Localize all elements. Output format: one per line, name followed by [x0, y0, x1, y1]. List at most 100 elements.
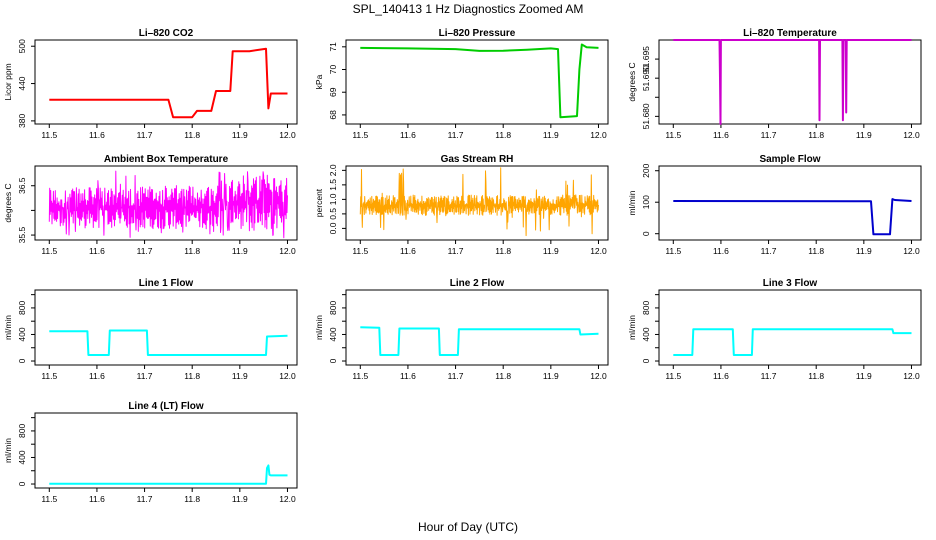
y-tick-label: 800: [641, 301, 651, 315]
y-tick-label: 100: [641, 195, 651, 209]
y-tick-label: 36.5: [17, 177, 27, 194]
x-tick-label: 11.6: [713, 371, 729, 381]
x-tick-label: 11.8: [495, 246, 511, 256]
y-tick-label: 1.5: [328, 179, 338, 191]
x-tick-label: 12.0: [903, 246, 920, 256]
x-tick-label: 11.9: [232, 494, 248, 504]
x-tick-label: 11.7: [137, 371, 153, 381]
x-tick-label: 12.0: [279, 494, 296, 504]
data-series-line: [49, 47, 288, 119]
panel-7: Line 1 Flow ml/min 0 400 800 11.5 11.6 11.7 11.8…: [3, 278, 298, 381]
y-tick-label: 0.0: [328, 222, 338, 234]
panel-title: Gas Stream RH: [441, 154, 514, 165]
figure-xlabel: Hour of Day (UTC): [418, 520, 518, 534]
plot-frame: [34, 412, 298, 489]
y-tick-label: 800: [328, 301, 338, 315]
x-tick-label: 11.9: [543, 371, 559, 381]
x-tick-label: 11.7: [448, 246, 464, 256]
y-tick-label: 200: [641, 163, 651, 177]
y-tick-label: 800: [17, 424, 27, 438]
x-tick-label: 11.6: [400, 246, 416, 256]
y-tick-label: 0: [17, 481, 27, 486]
figure-title: SPL_140413 1 Hz Diagnostics Zoomed AM: [353, 2, 584, 16]
panel-10: Line 4 (LT) Flow ml/min 0 400 800 11.5 11.6 11.…: [3, 401, 298, 504]
x-tick-label: 12.0: [279, 371, 296, 381]
x-tick-label: 11.6: [89, 371, 105, 381]
y-tick-label: 51.695: [641, 46, 651, 72]
x-tick-label: 11.7: [448, 371, 464, 381]
x-tick-label: 11.8: [184, 246, 200, 256]
panel-title: Li–820 Pressure: [439, 28, 516, 39]
panel-2: Li–820 Pressure kPa 68 69 70 71 11.5 11.6 11.7 11…: [314, 28, 609, 140]
x-tick-label: 11.7: [761, 371, 777, 381]
x-tick-label: 11.8: [808, 130, 824, 140]
x-tick-label: 11.7: [137, 130, 153, 140]
x-tick-label: 11.7: [761, 130, 777, 140]
x-tick-label: 11.6: [713, 130, 729, 140]
y-axis-label: ml/min: [314, 315, 324, 340]
y-tick-label: 71: [328, 42, 338, 52]
y-tick-label: 400: [17, 327, 27, 341]
x-tick-label: 11.8: [808, 246, 824, 256]
x-tick-label: 11.9: [856, 371, 872, 381]
x-tick-label: 11.9: [232, 371, 248, 381]
panel-title: Li–820 Temperature: [743, 28, 837, 39]
y-tick-label: 0: [641, 358, 651, 363]
y-tick-label: 69: [328, 87, 338, 97]
data-series-line: [359, 167, 599, 237]
y-tick-label: 1.0: [328, 193, 338, 205]
plot-frame: [345, 289, 609, 366]
plot-frame: [34, 39, 298, 125]
data-series-line: [48, 170, 288, 239]
x-tick-label: 12.0: [279, 246, 296, 256]
x-tick-label: 11.5: [41, 130, 57, 140]
x-tick-label: 11.6: [89, 246, 105, 256]
plot-frame: [658, 289, 922, 366]
x-tick-label: 11.5: [352, 371, 368, 381]
x-tick-label: 11.8: [495, 371, 511, 381]
y-tick-label: 400: [328, 327, 338, 341]
panel-8: Line 2 Flow ml/min 0 400 800 11.5 11.6 11.7 11.8…: [314, 278, 609, 381]
x-tick-label: 11.6: [89, 130, 105, 140]
data-series-line: [360, 43, 599, 119]
data-series-line: [49, 329, 288, 356]
x-tick-label: 11.5: [665, 371, 681, 381]
y-axis-label: ml/min: [627, 315, 637, 340]
y-axis-label: degrees C: [627, 62, 637, 101]
panel-title: Sample Flow: [759, 154, 820, 165]
panel-5: Gas Stream RH percent 0.0 0.5 1.0 1.5 2.0 11.5 1…: [314, 154, 609, 256]
data-series-line: [673, 198, 912, 236]
data-series-line: [49, 464, 288, 485]
x-tick-label: 12.0: [590, 371, 607, 381]
x-tick-label: 11.6: [400, 130, 416, 140]
panel-title: Line 1 Flow: [139, 278, 194, 289]
panel-title: Line 3 Flow: [763, 278, 818, 289]
x-tick-label: 11.7: [448, 130, 464, 140]
data-series-line: [673, 328, 912, 356]
y-tick-label: 2.0: [328, 164, 338, 176]
x-tick-label: 11.6: [400, 371, 416, 381]
x-tick-label: 11.5: [352, 246, 368, 256]
data-series-line: [673, 39, 912, 125]
y-axis-label: Licor ppm: [3, 63, 13, 100]
y-tick-label: 500: [17, 39, 27, 53]
y-tick-label: 0.5: [328, 208, 338, 220]
y-tick-label: 70: [328, 65, 338, 75]
y-axis-label: percent: [314, 188, 324, 217]
y-tick-label: 51.680: [641, 103, 651, 129]
x-tick-label: 11.5: [665, 246, 681, 256]
plot-frame: [34, 165, 298, 241]
x-tick-label: 12.0: [590, 246, 607, 256]
panel-9: Line 3 Flow ml/min 0 400 800 11.5 11.6 11.7 11.8…: [627, 278, 922, 381]
x-tick-label: 11.5: [41, 246, 57, 256]
x-tick-label: 11.8: [184, 371, 200, 381]
y-axis-label: ml/min: [3, 315, 13, 340]
panel-1: Li–820 CO2 Licor ppm 380 440 500 11.5 11.6 11.7…: [3, 28, 298, 140]
y-tick-label: 440: [17, 76, 27, 90]
x-tick-label: 11.9: [543, 130, 559, 140]
y-tick-label: 51.690: [641, 65, 651, 91]
y-tick-label: 400: [17, 450, 27, 464]
panels: Li–820 CO2 Licor ppm 380 440 500 11.5 11.6 11.7…: [3, 28, 922, 504]
y-tick-label: 380: [17, 114, 27, 128]
